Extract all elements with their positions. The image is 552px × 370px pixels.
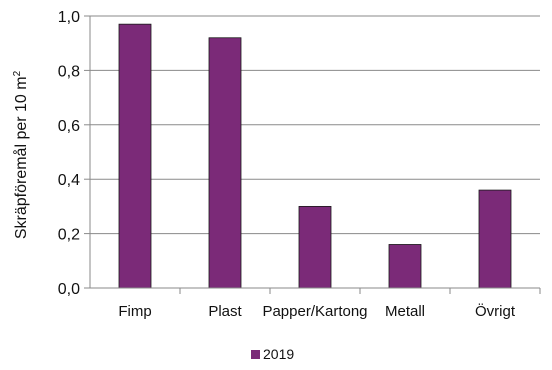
x-tick-label: Metall: [385, 303, 425, 320]
x-tick-label: Övrigt: [475, 302, 516, 320]
y-tick-label: 0,0: [58, 281, 80, 298]
y-tick-label: 0,4: [58, 172, 80, 189]
y-tick-label: 0,6: [58, 118, 80, 135]
y-axis-label: Skräpföremål per 10 m2: [12, 70, 30, 239]
legend: 2019: [251, 346, 294, 362]
legend-label: 2019: [263, 346, 294, 362]
y-axis-label-superscript: 2: [12, 70, 23, 76]
x-tick-label: Fimp: [118, 303, 151, 320]
legend-swatch: [251, 350, 260, 359]
y-tick-label: 0,8: [58, 63, 80, 80]
bar-metall: [388, 244, 422, 289]
y-axis-label-text: Skräpföremål per 10 m: [12, 76, 30, 239]
x-tick-label: Papper/Kartong: [262, 303, 367, 320]
x-tick-labels: Fimp Plast Papper/Kartong Metall Övrigt: [118, 302, 516, 320]
bars: [118, 23, 512, 289]
bar-fimp: [118, 23, 152, 289]
x-tick-label: Plast: [208, 303, 242, 320]
bar-övrigt: [478, 189, 512, 289]
y-tick-label: 1,0: [58, 9, 80, 26]
gridlines: [84, 15, 541, 294]
bar-papper-kartong: [298, 205, 332, 289]
y-tick-labels: 0,0 0,2 0,4 0,6 0,8 1,0: [58, 9, 80, 298]
bar-plast: [208, 37, 242, 289]
y-tick-label: 0,2: [58, 227, 80, 244]
